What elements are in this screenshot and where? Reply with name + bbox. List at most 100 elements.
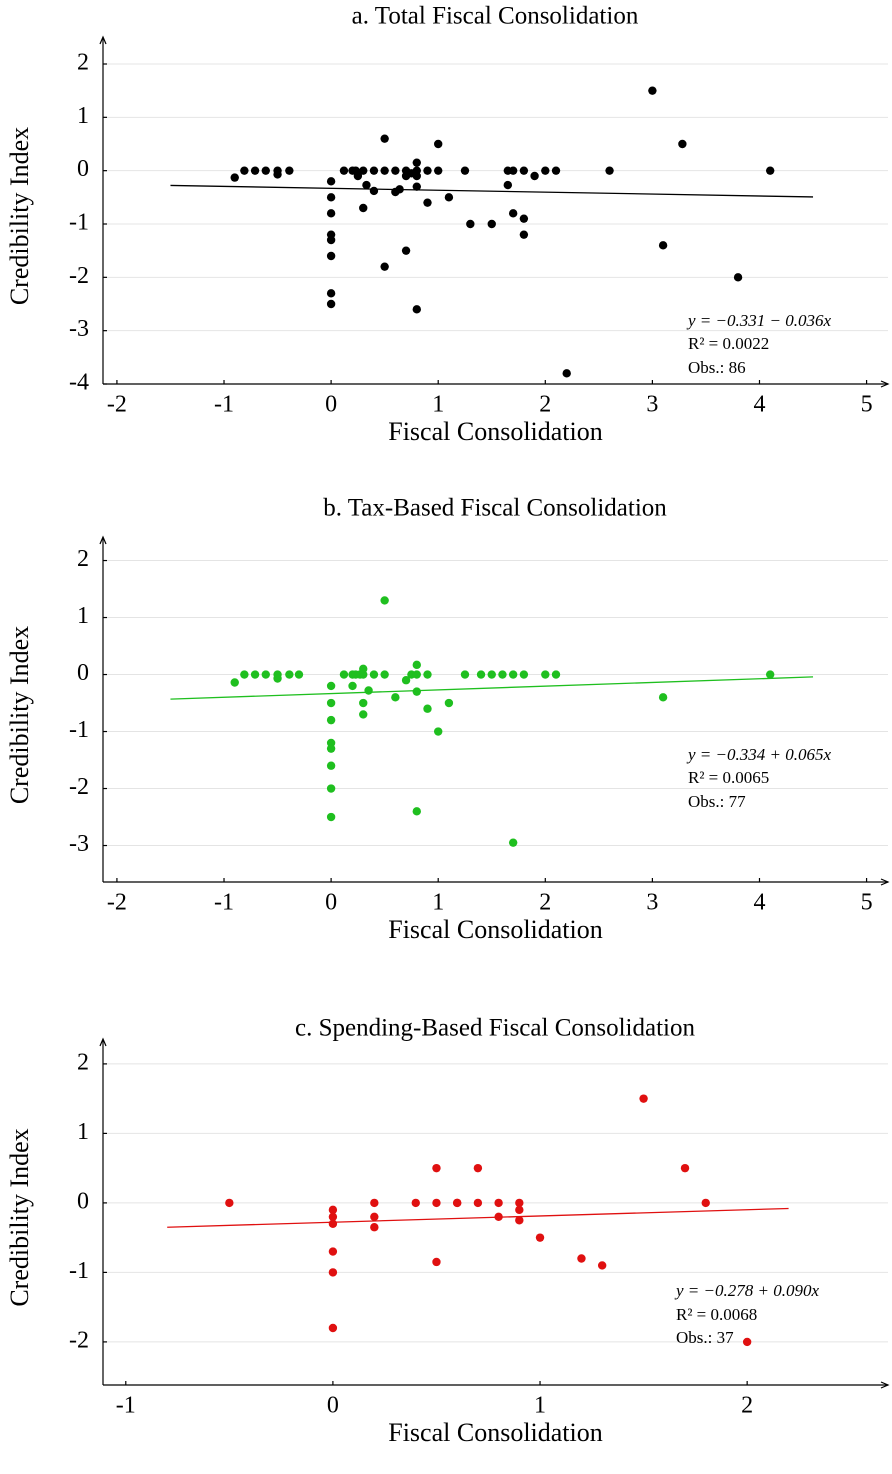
scatter-point	[273, 674, 282, 683]
y-tick-label: -1	[69, 1258, 89, 1284]
scatter-point	[326, 299, 336, 309]
x-tick-label: -1	[214, 392, 234, 418]
y-tick-label: 0	[77, 1188, 89, 1214]
fit-annotation: R² = 0.0065	[688, 768, 769, 787]
scatter-point	[423, 166, 432, 175]
scatter-point	[250, 166, 260, 175]
y-tick-label: -2	[69, 263, 89, 289]
scatter-point	[432, 1198, 441, 1208]
scatter-point	[597, 1261, 607, 1270]
x-axis-arrow	[880, 380, 890, 388]
scatter-point	[339, 670, 349, 679]
scatter-point	[326, 289, 336, 298]
scatter-point	[494, 1198, 503, 1208]
scatter-point	[452, 1198, 462, 1208]
x-tick-label: 1	[432, 890, 444, 916]
x-tick-label: 2	[539, 392, 551, 418]
scatter-point	[326, 784, 336, 793]
scatter-point	[359, 166, 368, 175]
scatter-point	[230, 173, 239, 182]
y-tick-label: -4	[69, 370, 89, 396]
scatter-point	[498, 670, 507, 679]
scatter-point	[326, 715, 336, 725]
scatter-point	[515, 1216, 524, 1225]
y-tick-label: 0	[77, 660, 89, 686]
scatter-point	[765, 670, 775, 679]
scatter-point	[487, 670, 496, 679]
scatter-point	[380, 166, 389, 175]
x-tick-label: -2	[107, 890, 127, 916]
scatter-point	[401, 246, 411, 255]
scatter-point	[423, 198, 432, 207]
scatter-point	[370, 1223, 379, 1232]
y-tick-label: 1	[77, 1119, 89, 1145]
fit-annotation: R² = 0.0068	[676, 1305, 757, 1324]
fit-annotation: y = −0.334 + 0.065x	[686, 745, 831, 764]
y-tick-label: -3	[69, 316, 89, 342]
scatter-point	[328, 1323, 338, 1333]
scatter-point	[412, 182, 421, 191]
scatter-point	[515, 1198, 524, 1208]
scatter-point	[466, 219, 475, 229]
scatter-point	[508, 209, 518, 218]
x-tick-label: 1	[432, 392, 444, 418]
scatter-point	[369, 186, 379, 196]
x-axis-title: Fiscal Consolidation	[388, 1418, 603, 1447]
scatter-point	[326, 681, 336, 691]
x-tick-label: -1	[116, 1393, 136, 1419]
x-tick-label: -1	[214, 890, 234, 916]
scatter-point	[577, 1254, 586, 1263]
y-tick-label: 1	[77, 603, 89, 629]
scatter-point	[339, 166, 349, 175]
y-axis-title: Credibility Index	[5, 1128, 34, 1306]
y-axis-arrow	[99, 535, 107, 545]
scatter-point	[391, 693, 400, 702]
scatter-point	[326, 251, 336, 261]
scatter-point	[412, 670, 421, 679]
scatter-point	[658, 693, 668, 702]
fit-annotation: Obs.: 77	[688, 792, 746, 811]
scatter-point	[230, 678, 239, 687]
scatter-point	[359, 710, 368, 719]
scatter-point	[359, 664, 368, 674]
scatter-point	[733, 273, 743, 282]
scatter-point	[432, 1257, 441, 1267]
scatter-point	[261, 670, 270, 679]
scatter-point	[348, 681, 357, 691]
y-tick-label: 0	[77, 156, 89, 182]
scatter-point	[353, 171, 363, 181]
scatter-point	[423, 670, 432, 679]
scatter-point	[473, 1163, 483, 1173]
y-axis-title: Credibility Index	[5, 626, 34, 804]
scatter-point	[273, 170, 282, 179]
y-tick-label: -1	[69, 717, 89, 743]
scatter-point	[380, 262, 389, 271]
scatter-point	[678, 139, 687, 149]
scatter-point	[434, 139, 443, 149]
fit-line	[170, 184, 814, 198]
scatter-point	[460, 166, 470, 175]
fit-line	[170, 676, 814, 700]
scatter-point	[328, 1268, 338, 1277]
chart-title: c. Spending-Based Fiscal Consolidation	[295, 1015, 695, 1042]
scatter-point	[285, 166, 294, 175]
scatter-point	[326, 744, 336, 753]
scatter-point	[328, 1247, 338, 1256]
scatter-point	[541, 670, 550, 679]
scatter-point	[261, 166, 270, 175]
chart-title: b. Tax-Based Fiscal Consolidation	[323, 495, 667, 522]
scatter-point	[460, 670, 470, 679]
scatter-point	[328, 1205, 338, 1215]
y-tick-label: 1	[77, 103, 89, 129]
x-axis-title: Fiscal Consolidation	[388, 417, 603, 446]
y-tick-label: -2	[69, 1327, 89, 1353]
y-axis-title: Credibility Index	[5, 127, 34, 305]
scatter-point	[432, 1163, 441, 1173]
scatter-point	[326, 193, 336, 202]
scatter-point	[519, 166, 529, 175]
x-tick-label: 2	[539, 890, 551, 916]
scatter-point	[530, 171, 539, 181]
scatter-point	[225, 1198, 234, 1208]
scatter-point	[326, 761, 336, 770]
